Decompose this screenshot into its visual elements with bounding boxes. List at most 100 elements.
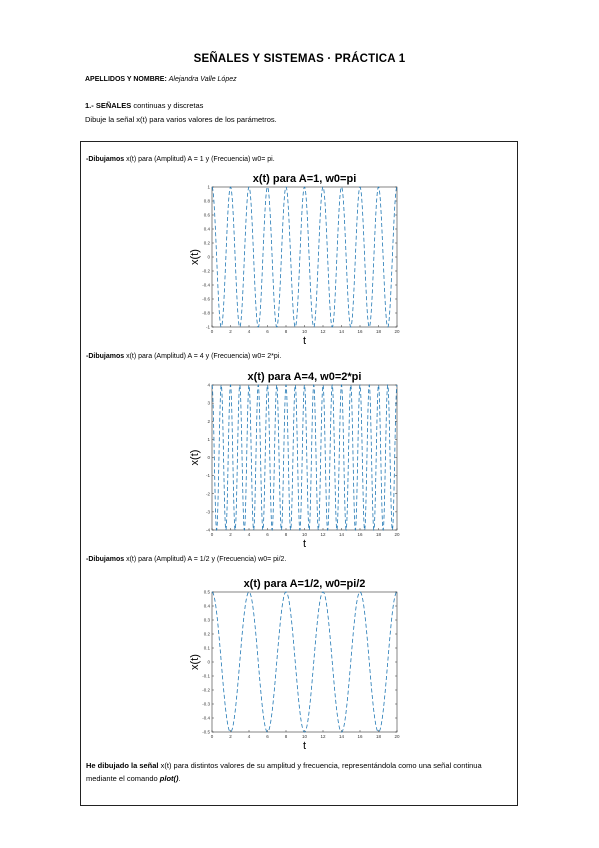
caption-bold: -Dibujamos bbox=[86, 156, 125, 163]
x-tick-label: 14 bbox=[339, 734, 345, 739]
y-tick-label: -4 bbox=[206, 528, 210, 533]
chart-title: x(t) para A=4, w0=2*pi bbox=[248, 371, 362, 383]
x-tick-label: 20 bbox=[394, 329, 400, 334]
x-tick-label: 6 bbox=[266, 329, 269, 334]
y-tick-label: 0.2 bbox=[204, 632, 211, 637]
section-heading: 1.- SEÑALES continuas y discretas bbox=[85, 101, 203, 110]
caption-text: x(t) para (Amplitud) A = 1/2 y (Frecuenc… bbox=[124, 556, 287, 563]
caption-bold: -Dibujamos bbox=[86, 556, 125, 563]
x-tick-label: 10 bbox=[302, 734, 308, 739]
y-tick-label: 0.1 bbox=[204, 646, 211, 651]
content-frame bbox=[80, 141, 518, 806]
y-tick-label: -0.5 bbox=[202, 730, 210, 735]
x-axis-label: t bbox=[303, 335, 306, 347]
document-title: SEÑALES Y SISTEMAS · PRÁCTICA 1 bbox=[193, 53, 406, 65]
y-tick-label: 0.5 bbox=[204, 590, 211, 595]
x-tick-label: 8 bbox=[285, 329, 288, 334]
x-axis-label: t bbox=[303, 538, 306, 550]
x-tick-label: 10 bbox=[302, 329, 308, 334]
x-tick-label: 2 bbox=[229, 532, 232, 537]
y-tick-label: -1 bbox=[206, 473, 210, 478]
y-tick-label: -2 bbox=[206, 491, 210, 496]
plot-caption-1: -Dibujamos x(t) para (Amplitud) A = 1 y … bbox=[86, 156, 275, 163]
x-tick-label: 6 bbox=[266, 734, 269, 739]
y-tick-label: -0.4 bbox=[202, 283, 210, 288]
section-number: 1.- SEÑALES bbox=[85, 101, 132, 110]
author-label: APELLIDOS Y NOMBRE: bbox=[85, 76, 167, 83]
y-tick-label: -0.3 bbox=[202, 702, 210, 707]
chart-title: x(t) para A=1, w0=pi bbox=[253, 173, 357, 185]
x-tick-label: 18 bbox=[376, 532, 382, 537]
x-tick-label: 20 bbox=[394, 532, 400, 537]
author-line: APELLIDOS Y NOMBRE: Alejandra Valle Lópe… bbox=[85, 76, 237, 83]
plot-area bbox=[211, 384, 398, 531]
x-tick-label: 2 bbox=[229, 329, 232, 334]
chart-title: x(t) para A=1/2, w0=pi/2 bbox=[244, 578, 366, 590]
y-tick-label: -0.2 bbox=[202, 688, 210, 693]
x-tick-label: 16 bbox=[357, 329, 363, 334]
x-tick-label: 4 bbox=[248, 329, 251, 334]
y-axis-label: x(t) bbox=[189, 249, 201, 265]
y-tick-label: 1 bbox=[207, 185, 210, 190]
conclusion-bold: He dibujado la señal bbox=[86, 761, 159, 770]
x-tick-label: 6 bbox=[266, 532, 269, 537]
y-tick-label: -0.1 bbox=[202, 674, 210, 679]
series-line bbox=[211, 384, 398, 531]
x-tick-label: 10 bbox=[302, 532, 308, 537]
conclusion-paragraph: He dibujado la señal x(t) para distintos… bbox=[86, 759, 514, 785]
caption-text: x(t) para (Amplitud) A = 1 y (Frecuencia… bbox=[124, 156, 275, 163]
x-tick-label: 12 bbox=[320, 329, 326, 334]
x-tick-label: 8 bbox=[285, 532, 288, 537]
chart-1: x(t) para A=1, w0=pi 1 0.8 0.6 0.4 0.2 0 -0.2 -0… bbox=[189, 173, 400, 347]
y-tick-label: 0 bbox=[207, 255, 210, 260]
x-tick-label: 12 bbox=[320, 734, 326, 739]
x-tick-label: 4 bbox=[248, 734, 251, 739]
x-tick-label: 2 bbox=[229, 734, 232, 739]
chart-3: x(t) para A=1/2, w0=pi/2 0.5 0.4 0.3 0.2 0.1 0… bbox=[189, 578, 400, 752]
x-tick-label: 4 bbox=[248, 532, 251, 537]
section-instruction: Dibuje la señal x(t) para varios valores… bbox=[85, 115, 277, 124]
x-tick-label: 0 bbox=[211, 329, 214, 334]
y-tick-label: 0 bbox=[207, 660, 210, 665]
x-tick-label: 16 bbox=[357, 734, 363, 739]
conclusion-text: x(t) para distintos valores de su amplit… bbox=[86, 761, 482, 783]
y-axis-label: x(t) bbox=[189, 654, 201, 670]
plot-area bbox=[211, 591, 398, 733]
x-tick-label: 18 bbox=[376, 734, 382, 739]
y-tick-label: 4 bbox=[207, 383, 210, 388]
y-tick-label: 3 bbox=[207, 401, 210, 406]
y-tick-label: 0.3 bbox=[204, 618, 211, 623]
y-tick-label: -3 bbox=[206, 509, 210, 514]
conclusion-command: plot() bbox=[159, 774, 179, 783]
plot-caption-2: -Dibujamos x(t) para (Amplitud) A = 4 y … bbox=[86, 353, 281, 360]
series-line bbox=[211, 186, 398, 328]
y-axis-label: x(t) bbox=[189, 450, 201, 466]
x-tick-label: 0 bbox=[211, 532, 214, 537]
y-tick-label: 0.6 bbox=[204, 213, 211, 218]
conclusion-end: . bbox=[178, 774, 181, 783]
y-tick-label: 0 bbox=[207, 455, 210, 460]
y-tick-label: 1 bbox=[207, 437, 210, 442]
series-line bbox=[211, 591, 398, 733]
y-tick-label: 0.4 bbox=[204, 227, 211, 232]
y-tick-label: -0.2 bbox=[202, 269, 210, 274]
caption-text: x(t) para (Amplitud) A = 4 y (Frecuencia… bbox=[124, 353, 282, 360]
y-tick-label: 2 bbox=[207, 419, 210, 424]
x-tick-label: 16 bbox=[357, 532, 363, 537]
x-tick-label: 18 bbox=[376, 329, 382, 334]
x-tick-label: 20 bbox=[394, 734, 400, 739]
y-tick-label: 0.2 bbox=[204, 241, 211, 246]
x-axis-label: t bbox=[303, 740, 306, 752]
plot-caption-3: -Dibujamos x(t) para (Amplitud) A = 1/2 … bbox=[86, 556, 286, 563]
y-tick-label: 0.8 bbox=[204, 199, 211, 204]
caption-bold: -Dibujamos bbox=[86, 353, 125, 360]
x-tick-label: 8 bbox=[285, 734, 288, 739]
y-tick-label: -0.8 bbox=[202, 311, 210, 316]
x-tick-label: 14 bbox=[339, 532, 345, 537]
y-tick-label: 0.4 bbox=[204, 604, 211, 609]
y-tick-label: -0.4 bbox=[202, 716, 210, 721]
y-tick-label: -1 bbox=[206, 325, 210, 330]
x-tick-label: 0 bbox=[211, 734, 214, 739]
x-tick-label: 14 bbox=[339, 329, 345, 334]
